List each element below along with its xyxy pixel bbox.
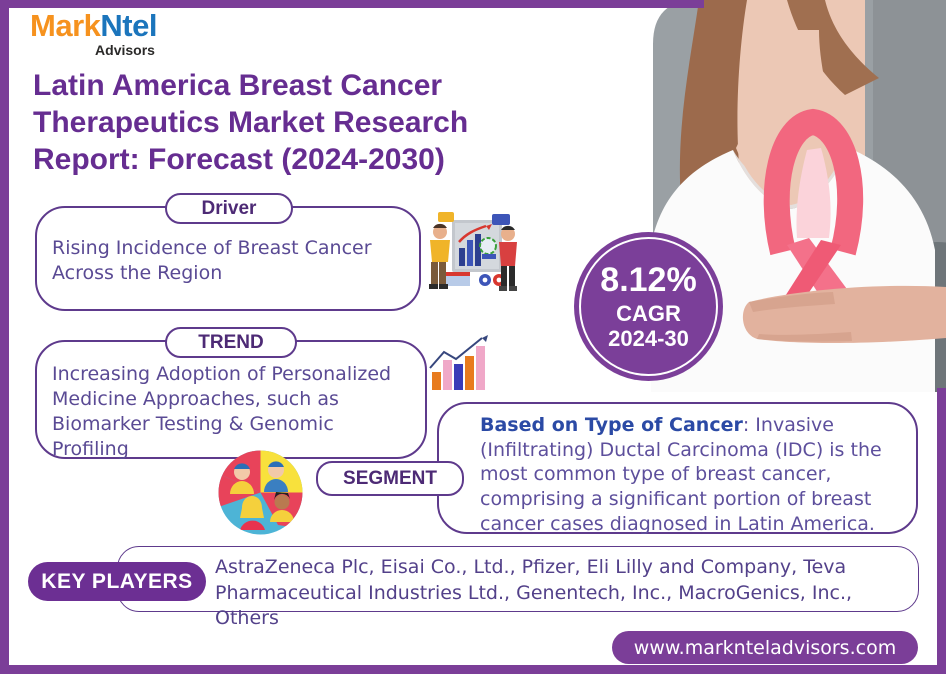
driver-card: Driver Rising Incidence of Breast Cancer… [35, 193, 421, 311]
frame-border-right [937, 388, 946, 674]
trend-card: TREND Increasing Adoption of Personalize… [35, 327, 427, 461]
segment-card: Based on Type of Cancer: Invasive (Infil… [437, 402, 918, 536]
presentation-people-icon [426, 210, 520, 302]
trend-label: TREND [198, 331, 264, 353]
cagr-rate: 8.12% [600, 261, 697, 300]
frame-border-top [0, 0, 704, 8]
page-title: Latin America Breast Cancer Therapeutics… [33, 69, 469, 176]
people-pie-icon [218, 450, 303, 539]
logo-ntel-text: Ntel [100, 8, 157, 43]
website-link[interactable]: www.marknteladvisors.com [612, 631, 918, 664]
key-players-text: AstraZeneca Plc, Eisai Co., Ltd., Pfizer… [215, 556, 853, 630]
driver-label-pill: Driver [165, 193, 293, 224]
key-players-card: AstraZeneca Plc, Eisai Co., Ltd., Pfizer… [117, 546, 919, 629]
logo-subtitle: Advisors [95, 42, 155, 58]
key-players-label: KEY PLAYERS [41, 569, 193, 593]
key-players-label-pill: KEY PLAYERS [28, 562, 206, 601]
marknel-logo: MarkNtel Advisors [30, 10, 157, 57]
cagr-badge: 8.12% CAGR 2024-30 [574, 232, 723, 381]
growth-bar-chart-icon [428, 332, 490, 396]
segment-text: Based on Type of Cancer: Invasive (Infil… [480, 413, 908, 536]
trend-text: Increasing Adoption of Personalized Medi… [52, 363, 392, 461]
segment-label-pill: SEGMENT [316, 461, 464, 496]
driver-label: Driver [201, 197, 257, 219]
logo-wordmark: MarkNtel [30, 10, 157, 41]
segment-lead-text: Based on Type of Cancer [480, 414, 743, 436]
website-url: www.marknteladvisors.com [633, 636, 897, 659]
segment-label: SEGMENT [343, 467, 437, 489]
logo-mark-text: Mark [30, 8, 101, 43]
woman-with-pink-ribbon-photo [637, 0, 946, 402]
driver-text: Rising Incidence of Breast Cancer Across… [52, 237, 372, 285]
trend-label-pill: TREND [165, 327, 297, 358]
frame-border-left [0, 0, 9, 674]
cagr-metric: CAGR [616, 300, 681, 326]
segment-body-text: : Invasive (Infiltrating) Ductal Carcino… [480, 414, 882, 535]
cagr-period: 2024-30 [608, 325, 689, 351]
woman-photo-illustration [651, 0, 946, 402]
frame-border-bottom [0, 665, 946, 674]
